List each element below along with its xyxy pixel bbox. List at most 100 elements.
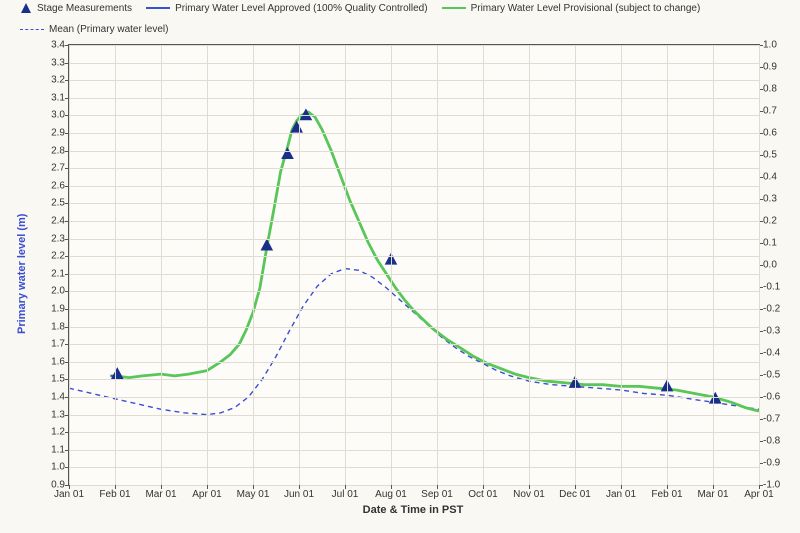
x-tick-label: Nov 01 (513, 485, 545, 500)
y-tick-label-left: 2.2 (51, 251, 69, 262)
y-tick-label-left: 3.1 (51, 92, 69, 103)
gridline-horizontal (69, 45, 759, 46)
gridline-horizontal (69, 203, 759, 204)
gridline-horizontal (69, 98, 759, 99)
legend-item: Primary Water Level Provisional (subject… (442, 3, 701, 14)
x-tick-label: May 01 (237, 485, 270, 500)
x-tick-label: Aug 01 (375, 485, 407, 500)
gridline-vertical (161, 45, 162, 485)
x-axis-title: Date & Time in PST (363, 504, 464, 516)
x-tick-label: Feb 01 (651, 485, 682, 500)
gridline-horizontal (69, 415, 759, 416)
gridline-vertical (253, 45, 254, 485)
gridline-horizontal (69, 450, 759, 451)
y-tick-label-right: -0.1 (759, 282, 780, 293)
legend-label: Stage Measurements (37, 3, 132, 14)
y-axis-title-left: Primary water level (m) (16, 214, 28, 334)
gridline-vertical (207, 45, 208, 485)
legend-swatch-triangle-icon (20, 2, 32, 14)
legend: Stage Measurements Primary Water Level Ap… (20, 2, 780, 35)
gridline-vertical (483, 45, 484, 485)
gridline-horizontal (69, 432, 759, 433)
gridline-horizontal (69, 115, 759, 116)
y-tick-label-left: 2.4 (51, 216, 69, 227)
y-tick-label-right: -0.2 (759, 304, 780, 315)
stage-marker (281, 147, 294, 159)
legend-label: Mean (Primary water level) (49, 24, 168, 35)
x-tick-label: Jul 01 (332, 485, 359, 500)
gridline-horizontal (69, 327, 759, 328)
gridline-vertical (529, 45, 530, 485)
gridline-vertical (391, 45, 392, 485)
legend-label: Primary Water Level Provisional (subject… (471, 3, 701, 14)
y-tick-label-left: 2.6 (51, 180, 69, 191)
y-tick-label-left: 3.0 (51, 110, 69, 121)
y-tick-label-right: 0.3 (759, 194, 777, 205)
y-tick-label-right: -0.4 (759, 348, 780, 359)
x-tick-label: Mar 01 (697, 485, 728, 500)
y-tick-label-left: 2.1 (51, 268, 69, 279)
x-tick-label: Apr 01 (744, 485, 773, 500)
x-tick-label: Jun 01 (284, 485, 314, 500)
y-tick-label-right: 0.9 (759, 62, 777, 73)
gridline-horizontal (69, 309, 759, 310)
y-tick-label-left: 3.3 (51, 57, 69, 68)
gridline-horizontal (69, 63, 759, 64)
y-tick-label-left: 2.0 (51, 286, 69, 297)
gridline-vertical (575, 45, 576, 485)
gridline-vertical (437, 45, 438, 485)
y-tick-label-left: 1.2 (51, 427, 69, 438)
y-tick-label-right: 0.1 (759, 238, 777, 249)
y-tick-label-right: 0.5 (759, 150, 777, 161)
x-tick-label: Feb 01 (99, 485, 130, 500)
y-tick-label-left: 1.7 (51, 339, 69, 350)
gridline-horizontal (69, 239, 759, 240)
stage-marker (111, 367, 124, 379)
gridline-horizontal (69, 186, 759, 187)
y-tick-label-right: 1.0 (759, 40, 777, 51)
y-tick-label-left: 1.9 (51, 304, 69, 315)
chart-container: Stage Measurements Primary Water Level Ap… (0, 0, 800, 533)
legend-label: Primary Water Level Approved (100% Quali… (175, 3, 428, 14)
y-tick-label-left: 2.7 (51, 163, 69, 174)
gridline-horizontal (69, 344, 759, 345)
y-tick-label-right: -0.7 (759, 414, 780, 425)
y-tick-label-left: 1.3 (51, 409, 69, 420)
gridline-horizontal (69, 256, 759, 257)
gridline-horizontal (69, 151, 759, 152)
y-tick-label-right: -0.6 (759, 392, 780, 403)
y-tick-label-right: 0.0 (759, 260, 777, 271)
y-tick-label-right: 0.8 (759, 84, 777, 95)
y-tick-label-right: 0.6 (759, 128, 777, 139)
gridline-vertical (667, 45, 668, 485)
gridline-horizontal (69, 379, 759, 380)
stage-marker (261, 239, 274, 251)
gridline-horizontal (69, 362, 759, 363)
gridline-vertical (69, 45, 70, 485)
x-tick-label: Oct 01 (468, 485, 497, 500)
gridline-horizontal (69, 133, 759, 134)
y-tick-label-left: 2.9 (51, 128, 69, 139)
x-tick-label: Jan 01 (606, 485, 636, 500)
y-tick-label-left: 3.2 (51, 75, 69, 86)
gridline-vertical (713, 45, 714, 485)
x-tick-label: Sep 01 (421, 485, 453, 500)
x-tick-label: Jan 01 (54, 485, 84, 500)
y-tick-label-left: 3.4 (51, 40, 69, 51)
y-tick-label-right: 0.4 (759, 172, 777, 183)
gridline-vertical (115, 45, 116, 485)
legend-item: Primary Water Level Approved (100% Quali… (146, 3, 428, 14)
y-tick-label-right: -0.8 (759, 436, 780, 447)
gridline-horizontal (69, 291, 759, 292)
gridline-horizontal (69, 80, 759, 81)
x-tick-label: Mar 01 (145, 485, 176, 500)
plot-area: 0.91.01.11.21.31.41.51.61.71.81.92.02.12… (68, 44, 760, 486)
gridline-horizontal (69, 397, 759, 398)
y-tick-label-left: 2.8 (51, 145, 69, 156)
legend-item: Stage Measurements (20, 2, 132, 14)
y-tick-label-left: 1.5 (51, 374, 69, 385)
y-tick-label-right: -0.5 (759, 370, 780, 381)
y-tick-label-left: 1.0 (51, 462, 69, 473)
y-tick-label-left: 1.8 (51, 321, 69, 332)
legend-swatch-dash-icon (20, 29, 44, 30)
